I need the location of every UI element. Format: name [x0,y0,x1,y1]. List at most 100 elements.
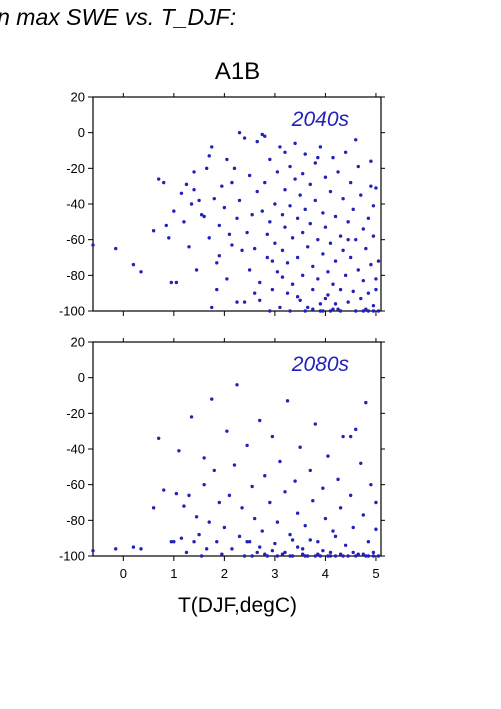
data-point [316,540,320,544]
data-point [295,216,300,220]
data-point [189,415,194,419]
y-tick-label: -20 [66,161,85,176]
y-tick-label: 0 [78,125,85,140]
data-point [300,552,305,556]
data-point [338,234,343,238]
data-point [235,300,239,304]
data-point [275,270,280,274]
x-axis-label: T(DJF,degC) [177,594,298,617]
data-point [242,136,247,140]
data-point [245,540,249,544]
data-point [333,214,338,219]
x-tick-label: 0 [120,566,127,581]
data-point [179,191,184,195]
data-point [338,506,343,510]
data-point [172,209,176,213]
data-point [174,491,179,496]
data-point [260,529,264,533]
data-point [306,305,310,310]
data-point [275,170,280,174]
data-point [293,177,297,181]
data-point [207,520,211,524]
data-point [187,493,191,498]
y-tick-label: -40 [66,442,85,457]
data-point [230,180,234,185]
data-point [283,150,287,154]
data-point [366,309,371,313]
data-point [283,225,287,229]
data-point [356,164,360,169]
data-point [270,287,275,292]
chart-heading: in max SWE vs. T_DJF: [0,4,237,30]
data-point [199,213,204,217]
data-point [285,291,290,295]
data-point [207,236,211,240]
data-point [225,157,229,162]
data-point [91,548,95,553]
data-point [283,188,287,192]
data-point [194,515,199,519]
data-point [364,307,368,311]
y-tick-label: -80 [66,268,85,283]
data-point [230,243,234,247]
data-point [333,259,338,263]
data-point [326,270,330,274]
data-point [156,177,161,181]
data-point [351,289,355,294]
data-point [348,434,353,439]
data-point [215,540,219,544]
data-point [351,207,355,212]
data-point [361,227,366,231]
data-point [204,547,209,551]
data-point [366,540,371,544]
data-point [255,550,259,555]
data-point [303,523,307,528]
data-point [328,189,333,194]
data-point [293,141,297,146]
data-point [273,202,277,206]
data-point [283,550,287,555]
data-point [295,545,300,549]
data-point [328,241,333,245]
data-point [316,552,320,556]
data-point [270,259,275,263]
data-point [263,134,267,138]
data-point [131,545,136,549]
data-point [361,309,366,313]
data-point [359,193,363,197]
data-point [316,155,320,160]
data-point [192,170,196,174]
x-tick-label: 3 [271,566,278,581]
data-point [197,532,201,537]
data-point [275,554,280,558]
data-point [182,220,186,224]
data-point [288,554,292,558]
data-point [364,554,368,558]
data-point [374,527,378,531]
data-point [151,229,156,233]
data-point [323,516,328,521]
data-point [338,287,343,292]
data-point [333,534,338,539]
data-point [252,246,257,251]
data-point [374,500,378,505]
data-point [263,180,267,185]
data-point [222,525,227,530]
data-point [202,456,206,460]
data-point [371,234,376,238]
data-point [316,237,320,242]
data-point [280,213,285,217]
data-point [346,237,350,242]
data-point [278,145,282,149]
data-point [321,211,325,215]
data-point [268,220,272,224]
data-point [260,209,264,213]
data-point [230,547,234,551]
data-point [210,305,214,310]
data-point [338,309,343,313]
data-point [177,449,181,453]
data-point [369,262,373,267]
data-point [280,248,285,253]
data-point [156,436,161,440]
